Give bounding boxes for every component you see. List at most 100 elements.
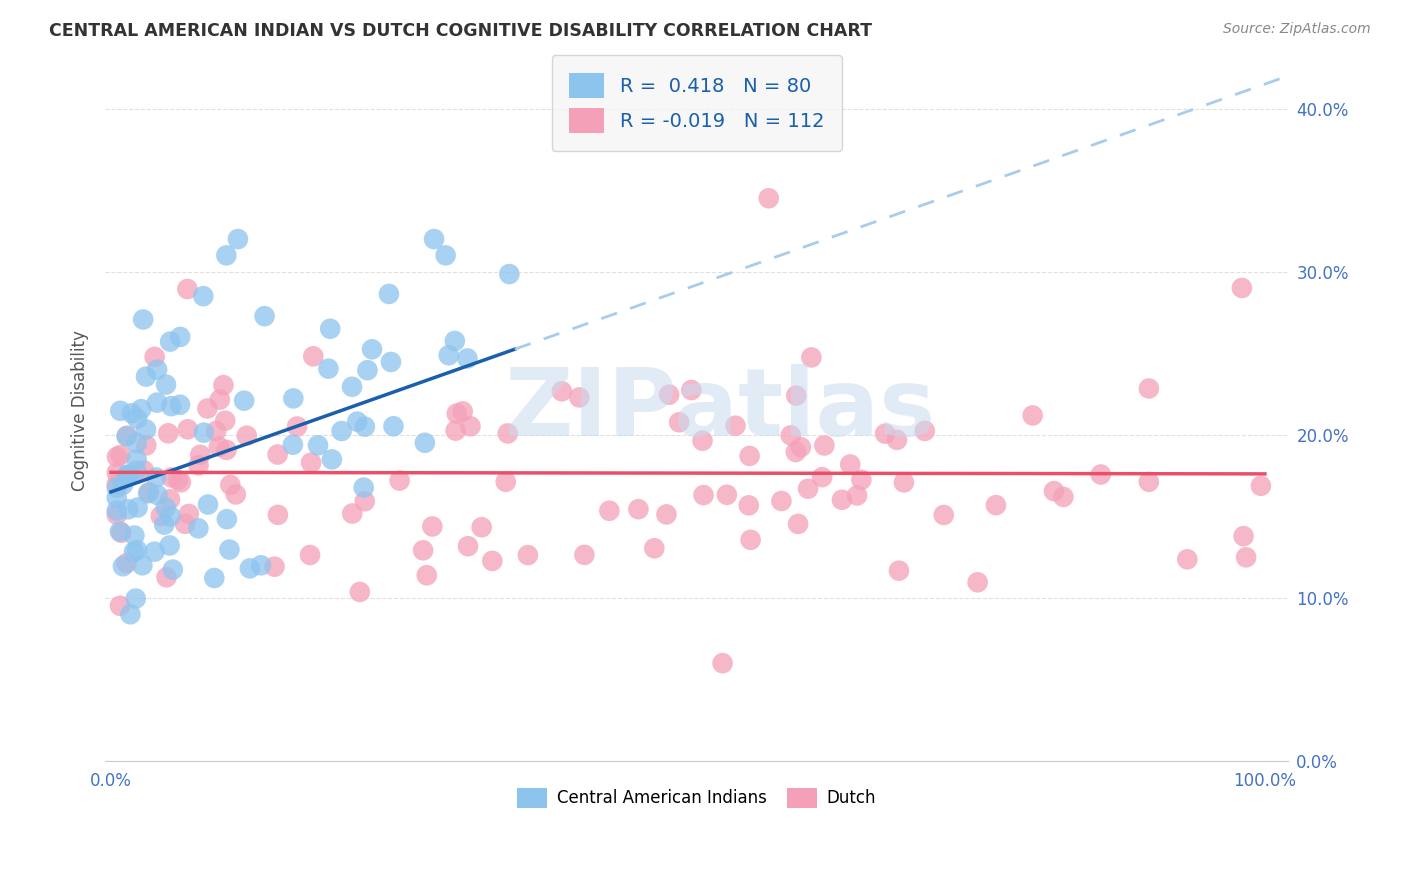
Central American Indians: [108, 524, 131, 539]
Central American Indians: [118, 468, 141, 483]
Dutch: [681, 383, 703, 397]
Central American Indians: [380, 355, 402, 369]
Dutch: [451, 404, 474, 418]
Dutch: [160, 470, 183, 484]
Dutch: [159, 492, 181, 507]
Central American Indians: [443, 334, 465, 348]
Text: ZIPatlas: ZIPatlas: [505, 364, 936, 457]
Dutch: [643, 541, 665, 556]
Central American Indians: [437, 348, 460, 362]
Central American Indians: [498, 267, 520, 281]
Dutch: [105, 450, 128, 464]
Central American Indians: [233, 393, 256, 408]
Dutch: [214, 414, 236, 428]
Dutch: [711, 656, 734, 670]
Central American Indians: [250, 558, 273, 573]
Central American Indians: [125, 464, 148, 478]
Central American Indians: [226, 232, 249, 246]
Dutch: [460, 419, 482, 434]
Dutch: [115, 556, 138, 570]
Dutch: [135, 438, 157, 452]
Central American Indians: [423, 232, 446, 246]
Central American Indians: [159, 509, 181, 524]
Dutch: [800, 351, 823, 365]
Dutch: [875, 426, 897, 441]
Dutch: [446, 407, 468, 421]
Dutch: [574, 548, 596, 562]
Central American Indians: [215, 512, 238, 526]
Central American Indians: [105, 503, 128, 517]
Central American Indians: [117, 502, 139, 516]
Central American Indians: [125, 436, 148, 450]
Dutch: [839, 458, 862, 472]
Dutch: [457, 539, 479, 553]
Dutch: [790, 440, 813, 454]
Dutch: [787, 516, 810, 531]
Dutch: [412, 543, 434, 558]
Central American Indians: [413, 435, 436, 450]
Dutch: [966, 575, 988, 590]
Central American Indians: [153, 517, 176, 532]
Central American Indians: [135, 422, 157, 436]
Text: Source: ZipAtlas.com: Source: ZipAtlas.com: [1223, 22, 1371, 37]
Dutch: [299, 456, 322, 470]
Central American Indians: [132, 312, 155, 326]
Dutch: [984, 498, 1007, 512]
Dutch: [1021, 409, 1043, 423]
Central American Indians: [281, 438, 304, 452]
Central American Indians: [283, 392, 305, 406]
Central American Indians: [120, 607, 142, 622]
Central American Indians: [111, 559, 134, 574]
Dutch: [444, 424, 467, 438]
Dutch: [219, 478, 242, 492]
Dutch: [299, 548, 322, 562]
Central American Indians: [146, 395, 169, 409]
Dutch: [811, 470, 834, 484]
Dutch: [516, 548, 538, 562]
Dutch: [388, 474, 411, 488]
Dutch: [170, 475, 193, 490]
Dutch: [886, 433, 908, 447]
Dutch: [155, 570, 177, 584]
Dutch: [177, 422, 200, 436]
Central American Indians: [307, 438, 329, 452]
Central American Indians: [456, 351, 478, 366]
Dutch: [692, 434, 714, 448]
Dutch: [157, 426, 180, 441]
Dutch: [215, 442, 238, 457]
Central American Indians: [169, 398, 191, 412]
Dutch: [1232, 529, 1254, 543]
Dutch: [115, 428, 138, 442]
Central American Indians: [253, 309, 276, 323]
Central American Indians: [155, 377, 177, 392]
Text: CENTRAL AMERICAN INDIAN VS DUTCH COGNITIVE DISABILITY CORRELATION CHART: CENTRAL AMERICAN INDIAN VS DUTCH COGNITI…: [49, 22, 872, 40]
Dutch: [1043, 484, 1066, 499]
Central American Indians: [105, 481, 128, 495]
Central American Indians: [105, 491, 128, 505]
Central American Indians: [187, 521, 209, 535]
Central American Indians: [378, 287, 401, 301]
Dutch: [149, 509, 172, 524]
Central American Indians: [159, 334, 181, 349]
Dutch: [495, 475, 517, 489]
Central American Indians: [136, 486, 159, 500]
Central American Indians: [143, 544, 166, 558]
Central American Indians: [321, 452, 343, 467]
Dutch: [471, 520, 494, 534]
Dutch: [568, 391, 591, 405]
Dutch: [187, 458, 209, 473]
Dutch: [177, 507, 200, 521]
Dutch: [893, 475, 915, 490]
Central American Indians: [353, 419, 375, 434]
Dutch: [285, 419, 308, 434]
Central American Indians: [197, 498, 219, 512]
Central American Indians: [330, 424, 353, 438]
Dutch: [416, 568, 439, 582]
Dutch: [138, 485, 160, 500]
Dutch: [1250, 479, 1272, 493]
Central American Indians: [146, 362, 169, 376]
Dutch: [1052, 490, 1074, 504]
Dutch: [785, 445, 807, 459]
Dutch: [208, 392, 231, 407]
Central American Indians: [169, 330, 191, 344]
